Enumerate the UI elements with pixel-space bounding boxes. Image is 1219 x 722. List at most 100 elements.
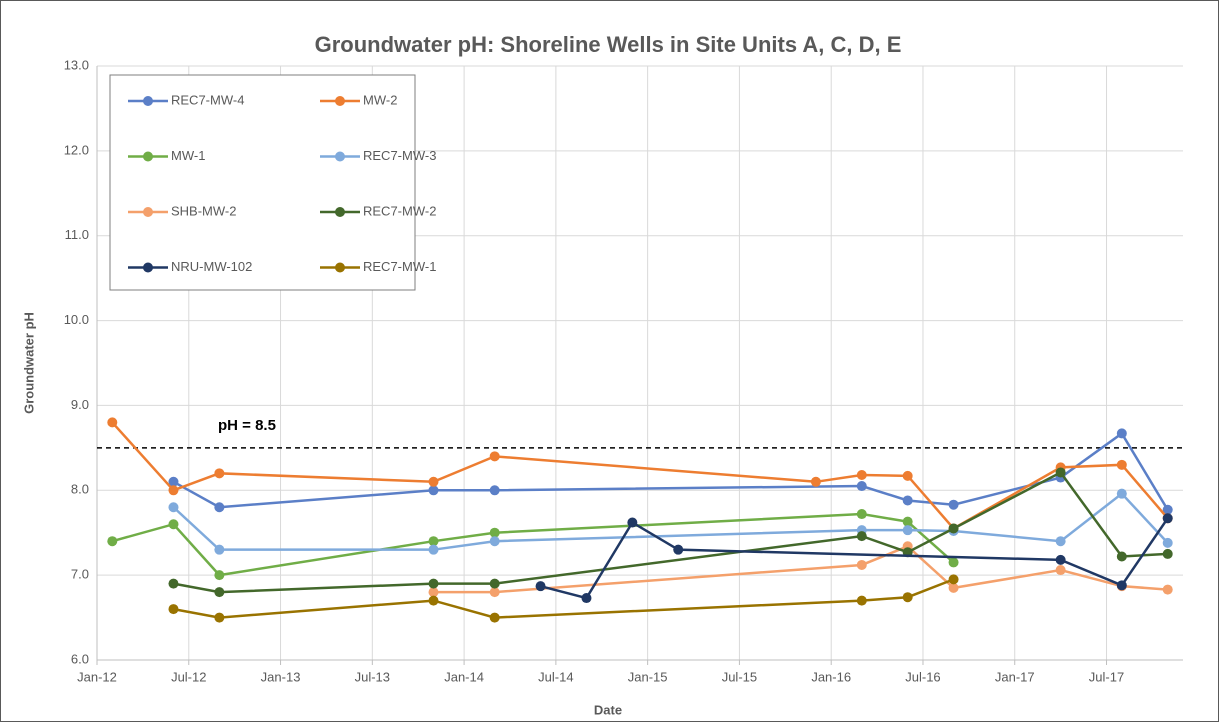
- data-point: [856, 595, 867, 606]
- y-tick-label: 7.0: [71, 567, 89, 582]
- data-point: [428, 587, 439, 598]
- x-tick-label: Jan-14: [444, 669, 484, 684]
- y-tick-label: 10.0: [64, 312, 89, 327]
- data-point: [428, 536, 439, 547]
- data-point: [1055, 467, 1066, 478]
- data-point: [948, 499, 959, 510]
- data-point: [673, 544, 684, 555]
- data-point: [214, 612, 225, 623]
- data-point: [1162, 504, 1173, 515]
- data-point: [168, 604, 179, 615]
- x-tick-label: Jul-14: [538, 669, 573, 684]
- series-line: [173, 470, 1168, 594]
- data-point: [214, 544, 225, 555]
- data-point: [168, 476, 179, 487]
- legend-box: [109, 74, 416, 291]
- series-line: [111, 421, 1169, 531]
- data-point: [107, 536, 118, 547]
- x-tick-label: Jul-15: [722, 669, 757, 684]
- data-point: [214, 502, 225, 513]
- data-point: [902, 592, 913, 603]
- data-point: [1162, 584, 1173, 595]
- y-tick-label: 6.0: [71, 651, 89, 666]
- data-point: [428, 578, 439, 589]
- data-point: [856, 470, 867, 481]
- data-point: [856, 509, 867, 520]
- data-point: [489, 578, 500, 589]
- data-point: [214, 587, 225, 598]
- data-point: [948, 523, 959, 534]
- data-point: [856, 481, 867, 492]
- data-point: [902, 516, 913, 527]
- data-point: [948, 582, 959, 593]
- y-tick-label: 11.0: [65, 227, 89, 242]
- series-line: [433, 544, 1168, 594]
- legend-marker: [335, 262, 345, 273]
- data-point: [428, 595, 439, 606]
- data-point: [810, 476, 821, 487]
- data-point: [489, 527, 500, 538]
- y-tick-label: 8.0: [71, 482, 89, 497]
- x-tick-label: Jul-16: [905, 669, 940, 684]
- x-tick-label: Jul-12: [171, 669, 206, 684]
- data-point: [428, 485, 439, 496]
- data-point: [627, 517, 638, 528]
- data-point: [168, 578, 179, 589]
- data-point: [428, 544, 439, 555]
- x-tick-label: Jul-13: [355, 669, 390, 684]
- data-point: [168, 502, 179, 513]
- x-tick-label: Jan-12: [77, 669, 117, 684]
- data-point: [168, 485, 179, 496]
- legend-label: REC7-MW-3: [363, 148, 436, 163]
- data-point: [1116, 551, 1127, 562]
- data-point: [948, 574, 959, 585]
- data-point: [856, 531, 867, 542]
- data-point: [1116, 459, 1127, 470]
- legend-marker: [335, 151, 345, 162]
- legend-marker: [143, 207, 153, 217]
- series-line: [172, 431, 1169, 511]
- data-point: [581, 593, 592, 604]
- data-point: [489, 451, 500, 462]
- data-point: [1162, 548, 1173, 559]
- legend-label: MW-1: [171, 148, 205, 163]
- y-axis-label: Groundwater pH: [21, 312, 36, 414]
- data-point: [856, 559, 867, 570]
- data-point: [1162, 537, 1173, 548]
- legend-label: MW-2: [363, 92, 397, 107]
- legend-marker: [143, 151, 153, 162]
- data-point: [214, 570, 225, 581]
- series-line: [111, 512, 955, 577]
- data-point: [1116, 580, 1127, 591]
- legend-label: SHB-MW-2: [171, 203, 236, 218]
- data-point: [214, 468, 225, 479]
- data-point: [1055, 565, 1066, 576]
- data-point: [1116, 428, 1127, 439]
- data-point: [489, 485, 500, 496]
- data-point: [902, 470, 913, 481]
- x-tick-label: Jan-13: [261, 669, 301, 684]
- data-point: [1055, 554, 1066, 565]
- chart-title: Groundwater pH: Shoreline Wells in Site …: [315, 32, 902, 57]
- x-axis-label: Date: [594, 702, 622, 717]
- legend-label: NRU-MW-102: [171, 259, 252, 274]
- legend-label: REC7-MW-4: [171, 92, 244, 107]
- legend-marker: [335, 207, 345, 217]
- legend-marker: [143, 262, 153, 273]
- y-tick-label: 12.0: [64, 142, 89, 157]
- data-point: [428, 476, 439, 487]
- data-point: [902, 525, 913, 536]
- data-point: [1162, 513, 1173, 524]
- data-point: [1116, 488, 1127, 499]
- reference-label: pH = 8.5: [218, 417, 276, 434]
- legend-label: REC7-MW-1: [363, 259, 436, 274]
- x-tick-label: Jan-15: [628, 669, 668, 684]
- data-point: [107, 417, 118, 428]
- data-point: [168, 519, 179, 530]
- x-tick-label: Jan-17: [995, 669, 1035, 684]
- legend-label: REC7-MW-2: [363, 203, 436, 218]
- legend-marker: [143, 96, 153, 106]
- legend-marker: [335, 96, 345, 106]
- y-tick-label: 9.0: [71, 397, 89, 412]
